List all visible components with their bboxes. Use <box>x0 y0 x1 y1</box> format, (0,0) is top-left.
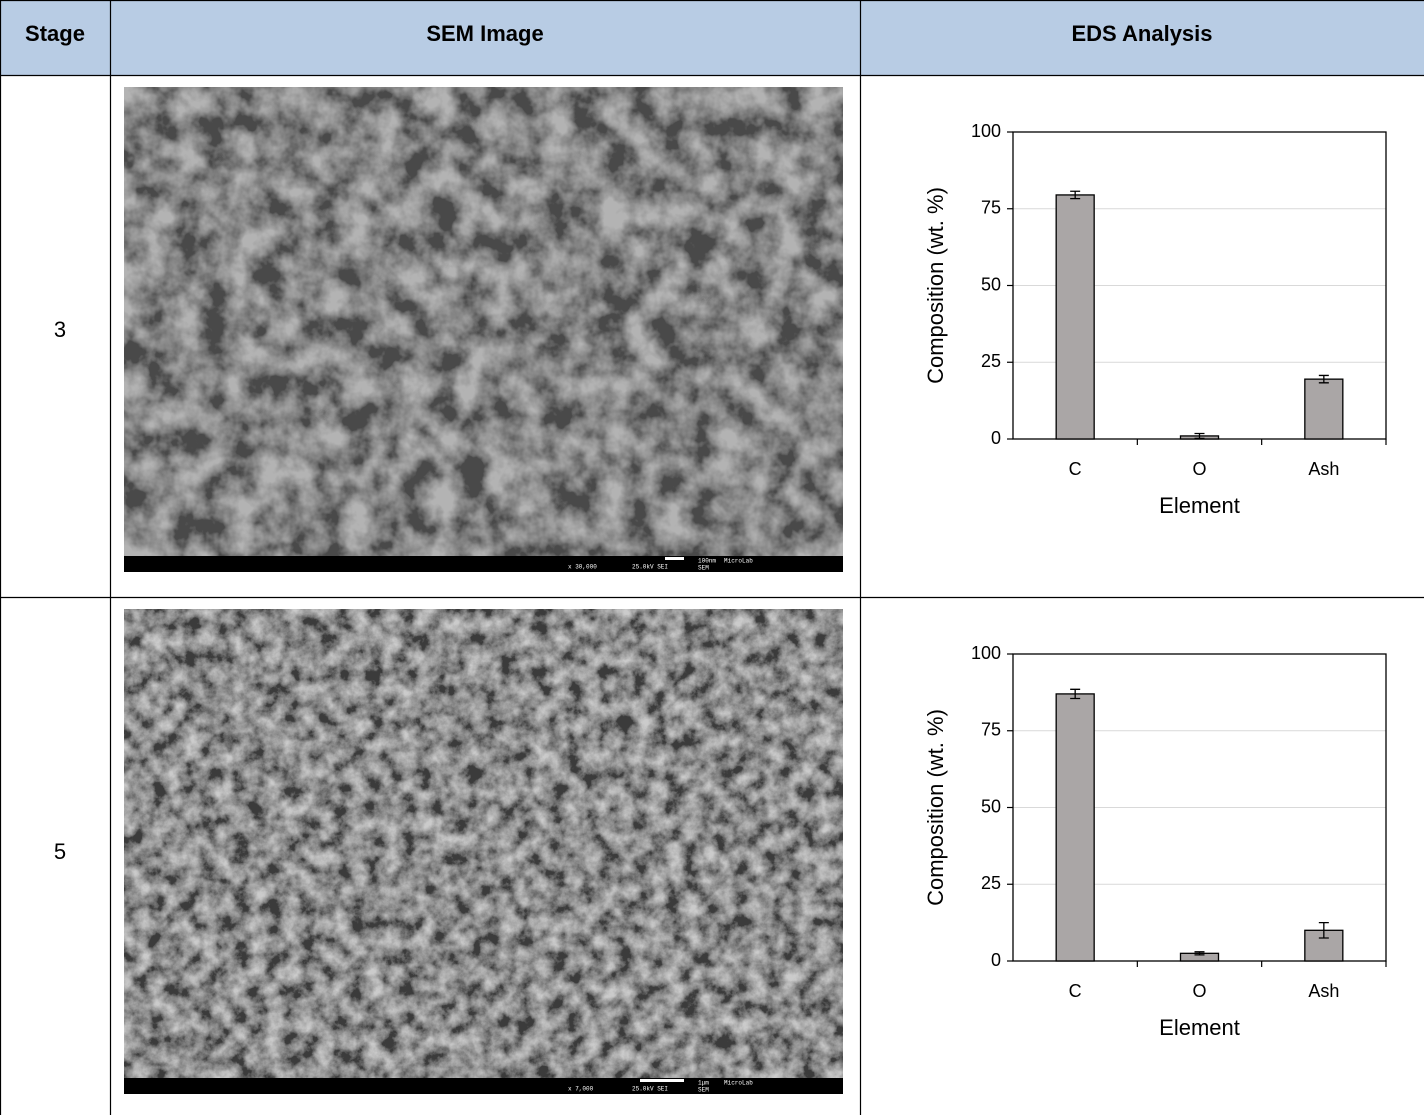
sem-mode: SEM <box>698 1087 709 1094</box>
sem-scale-bar <box>640 1079 684 1082</box>
bar <box>1056 195 1094 439</box>
x-tick-label: O <box>1192 459 1206 479</box>
y-tick-label: 100 <box>971 121 1001 141</box>
y-tick-label: 75 <box>981 720 1001 740</box>
header-cell: EDS Analysis <box>1071 21 1212 46</box>
y-axis-label: Composition (wt. %) <box>923 709 948 906</box>
stage-cell: 5 <box>54 839 66 864</box>
y-tick-label: 25 <box>981 351 1001 371</box>
x-tick-label: O <box>1192 981 1206 1001</box>
x-tick-label: C <box>1069 981 1082 1001</box>
sem-lab: MicroLab <box>724 1080 753 1087</box>
header-cell: Stage <box>25 21 85 46</box>
sem-scale: 100nm <box>698 558 716 565</box>
sem-magnification: x 7,000 <box>568 1086 594 1093</box>
y-tick-label: 0 <box>991 428 1001 448</box>
x-tick-label: Ash <box>1308 981 1339 1001</box>
sem-image <box>124 87 843 557</box>
sem-image <box>124 609 843 1079</box>
x-tick-label: Ash <box>1308 459 1339 479</box>
sem-scale-bar <box>665 557 684 560</box>
stage-cell: 3 <box>54 317 66 342</box>
sem-mode: SEM <box>698 565 709 572</box>
header-cell: SEM Image <box>426 21 543 46</box>
y-tick-label: 75 <box>981 198 1001 218</box>
sem-voltage: 25.0kV SEI <box>632 1086 668 1093</box>
x-axis-label: Element <box>1159 493 1240 518</box>
y-axis-label: Composition (wt. %) <box>923 187 948 384</box>
x-tick-label: C <box>1069 459 1082 479</box>
y-tick-label: 50 <box>981 274 1001 294</box>
y-tick-label: 25 <box>981 873 1001 893</box>
sem-voltage: 25.0kV SEI <box>632 564 668 571</box>
sem-scale: 1μm <box>698 1080 709 1087</box>
bar <box>1305 379 1343 439</box>
sem-lab: MicroLab <box>724 558 753 565</box>
bar <box>1056 694 1094 961</box>
sem-magnification: x 30,000 <box>568 564 597 571</box>
y-tick-label: 0 <box>991 950 1001 970</box>
y-tick-label: 100 <box>971 643 1001 663</box>
y-tick-label: 50 <box>981 796 1001 816</box>
table-page: Stage SEM Image EDS Analysis 3 x 30,000 25… <box>0 0 1424 1115</box>
x-axis-label: Element <box>1159 1015 1240 1040</box>
